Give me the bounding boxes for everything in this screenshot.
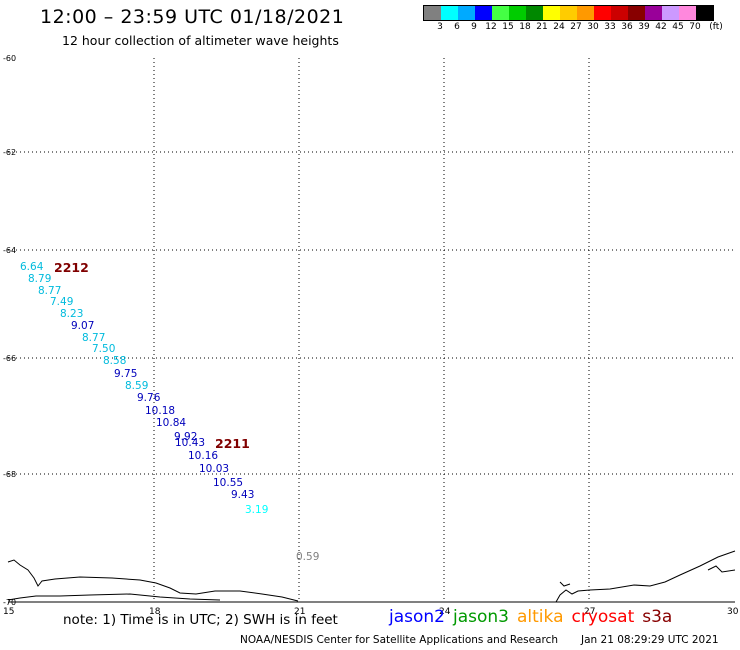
- scale-label: 42: [655, 22, 667, 32]
- track-label: 2212: [54, 260, 89, 275]
- wave-height-value: 9.76: [137, 392, 161, 404]
- satellite-cryosat: cryosat: [571, 607, 635, 627]
- wave-height-value: 10.16: [188, 450, 218, 462]
- wave-height-value: 10.18: [145, 405, 175, 417]
- lon-label: 24: [439, 607, 451, 617]
- satellite-legend: jason2 jason3 altika cryosat s3a: [389, 607, 680, 627]
- scale-label: (ft): [709, 22, 723, 32]
- scale-swatch: [628, 6, 645, 20]
- lat-label: -70: [3, 598, 16, 607]
- satellite-jason3: jason3: [453, 607, 509, 627]
- scale-swatch: [543, 6, 560, 20]
- scale-swatch: [696, 6, 713, 20]
- wave-height-value: 3.19: [245, 504, 268, 516]
- scale-label: 33: [604, 22, 616, 32]
- wave-height-value: 8.59: [125, 380, 148, 392]
- scale-label: 39: [638, 22, 650, 32]
- lon-label: 21: [294, 607, 305, 617]
- lat-label: -68: [3, 470, 16, 479]
- scale-label: 45: [672, 22, 684, 32]
- wave-height-value: 8.77: [38, 285, 61, 297]
- satellite-jason2: jason2: [389, 607, 445, 627]
- scale-swatch: [611, 6, 628, 20]
- wave-height-value: 10.84: [156, 417, 186, 429]
- scale-swatch: [475, 6, 492, 20]
- scale-swatch: [594, 6, 611, 20]
- wave-height-value: 8.79: [28, 273, 51, 285]
- color-scale: [423, 5, 714, 21]
- scale-label: 12: [485, 22, 497, 32]
- wave-height-value: 8.58: [103, 355, 126, 367]
- scale-swatch: [662, 6, 679, 20]
- wave-height-value: 0.59: [296, 551, 319, 563]
- scale-label: 21: [536, 22, 548, 32]
- footnote: note: 1) Time is in UTC; 2) SWH is in fe…: [63, 612, 338, 628]
- credit-line: NOAA/NESDIS Center for Satellite Applica…: [240, 634, 558, 646]
- lon-label: 18: [149, 607, 161, 617]
- wave-height-value: 10.55: [213, 477, 243, 489]
- scale-swatch: [492, 6, 509, 20]
- scale-label: 15: [502, 22, 514, 32]
- wave-height-value: 9.43: [231, 489, 254, 501]
- scale-label: 30: [587, 22, 599, 32]
- scale-label: 9: [471, 22, 477, 32]
- satellite-s3a: s3a: [642, 607, 673, 627]
- scale-swatch: [577, 6, 594, 20]
- scale-label: 70: [689, 22, 701, 32]
- lon-label: 30: [727, 607, 739, 617]
- scale-label: 27: [570, 22, 582, 32]
- scale-swatch: [526, 6, 543, 20]
- scale-label: 24: [553, 22, 565, 32]
- wave-height-value: 9.75: [114, 368, 137, 380]
- generated-timestamp: Jan 21 08:29:29 UTC 2021: [581, 634, 719, 646]
- lat-label: -62: [3, 148, 16, 157]
- wave-height-value: 9.07: [71, 320, 94, 332]
- wave-height-value: 7.50: [92, 343, 115, 355]
- color-scale-labels: 3 6 9 12 15 18 21 24 27 30 33 36 39 42 45 70 (ft): [423, 22, 740, 34]
- scale-label: 18: [519, 22, 531, 32]
- lon-label: 27: [584, 607, 595, 617]
- scale-label: 3: [437, 22, 443, 32]
- track-label: 2211: [215, 436, 250, 451]
- map-subtitle: 12 hour collection of altimeter wave hei…: [62, 33, 339, 48]
- scale-swatch: [679, 6, 696, 20]
- wave-height-value: 10.43: [175, 437, 205, 449]
- scale-label: 6: [454, 22, 460, 32]
- lat-label: -64: [3, 246, 16, 255]
- scale-label: 36: [621, 22, 633, 32]
- wave-height-value: 7.49: [50, 296, 73, 308]
- wave-height-value: 9.92: [174, 431, 197, 443]
- scale-swatch: [458, 6, 475, 20]
- lon-label: 15: [3, 607, 14, 617]
- wave-height-value: 8.77: [82, 332, 105, 344]
- lat-label: -60: [3, 54, 16, 63]
- map-title: 12:00 – 23:59 UTC 01/18/2021: [40, 6, 345, 28]
- wave-height-value: 6.64: [20, 261, 44, 273]
- scale-swatch: [424, 6, 441, 20]
- scale-swatch: [509, 6, 526, 20]
- scale-swatch: [645, 6, 662, 20]
- lat-label: -66: [3, 354, 16, 363]
- wave-height-value: 8.23: [60, 308, 83, 320]
- coastline: [7, 550, 736, 603]
- wave-height-value: 10.03: [199, 463, 229, 475]
- satellite-altika: altika: [517, 607, 564, 627]
- scale-swatch: [560, 6, 577, 20]
- scale-swatch: [441, 6, 458, 20]
